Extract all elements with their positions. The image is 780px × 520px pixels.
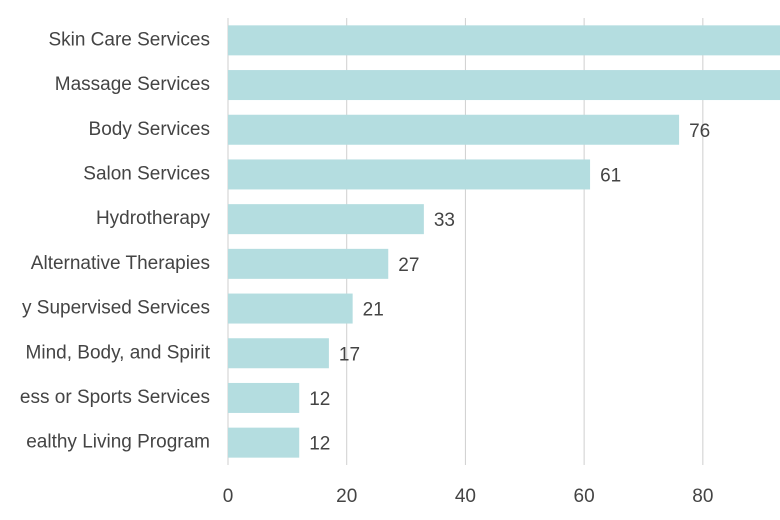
value-label: 21 [363, 300, 384, 321]
x-tick-label: 20 [336, 486, 357, 507]
bar [228, 204, 424, 235]
value-label: 27 [398, 255, 419, 276]
value-label: 17 [339, 344, 360, 365]
bar [228, 382, 300, 413]
bar [228, 114, 680, 145]
y-tick-label: Skin Care Services [48, 29, 210, 50]
x-tick-label: 60 [574, 486, 595, 507]
bar [228, 25, 780, 56]
y-tick-label: Hydrotherapy [96, 208, 211, 229]
x-tick-label: 80 [692, 486, 713, 507]
y-tick-label: Body Services [89, 119, 210, 140]
y-tick-label: ess or Sports Services [20, 387, 210, 408]
bar [228, 248, 389, 279]
value-label: 61 [600, 165, 621, 186]
x-tick-label: 0 [223, 486, 234, 507]
x-tick-label: 40 [455, 486, 476, 507]
y-tick-label: y Supervised Services [22, 298, 210, 319]
y-tick-label: Salon Services [83, 163, 210, 184]
value-label: 33 [434, 210, 455, 231]
bar [228, 159, 591, 190]
value-label: 76 [689, 121, 710, 142]
y-tick-label: ealthy Living Program [26, 432, 210, 453]
y-tick-label: Mind, Body, and Spirit [26, 342, 211, 363]
bar [228, 338, 329, 369]
value-label: 12 [309, 434, 330, 455]
y-tick-label: Alternative Therapies [31, 253, 210, 274]
bar [228, 427, 300, 458]
bar [228, 293, 353, 324]
value-label: 12 [309, 389, 330, 410]
y-tick-label: Massage Services [55, 74, 210, 95]
bar [228, 70, 780, 101]
